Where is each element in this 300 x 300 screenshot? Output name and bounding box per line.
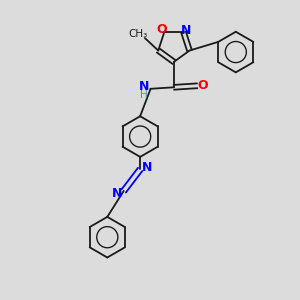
Text: O: O [197, 79, 208, 92]
Text: N: N [181, 24, 191, 37]
Text: N: N [139, 80, 149, 93]
Text: CH₃: CH₃ [129, 28, 148, 38]
Text: N: N [112, 187, 122, 200]
Text: H: H [140, 90, 148, 100]
Text: N: N [142, 160, 152, 173]
Text: O: O [157, 23, 167, 36]
